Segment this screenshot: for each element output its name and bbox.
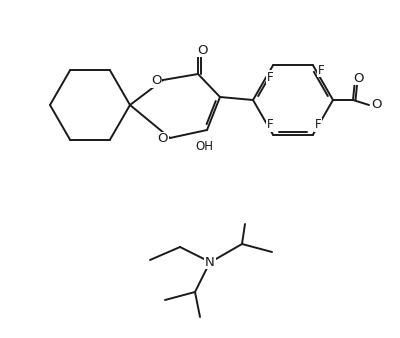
Text: F: F bbox=[318, 64, 324, 77]
Text: O: O bbox=[372, 98, 382, 112]
Text: F: F bbox=[267, 118, 273, 131]
Text: O: O bbox=[151, 74, 161, 88]
Text: N: N bbox=[205, 256, 215, 268]
Text: O: O bbox=[354, 72, 364, 84]
Text: F: F bbox=[315, 118, 321, 131]
Text: O: O bbox=[158, 132, 168, 145]
Text: OH: OH bbox=[195, 140, 213, 152]
Text: O: O bbox=[197, 44, 207, 56]
Text: F: F bbox=[267, 71, 273, 84]
